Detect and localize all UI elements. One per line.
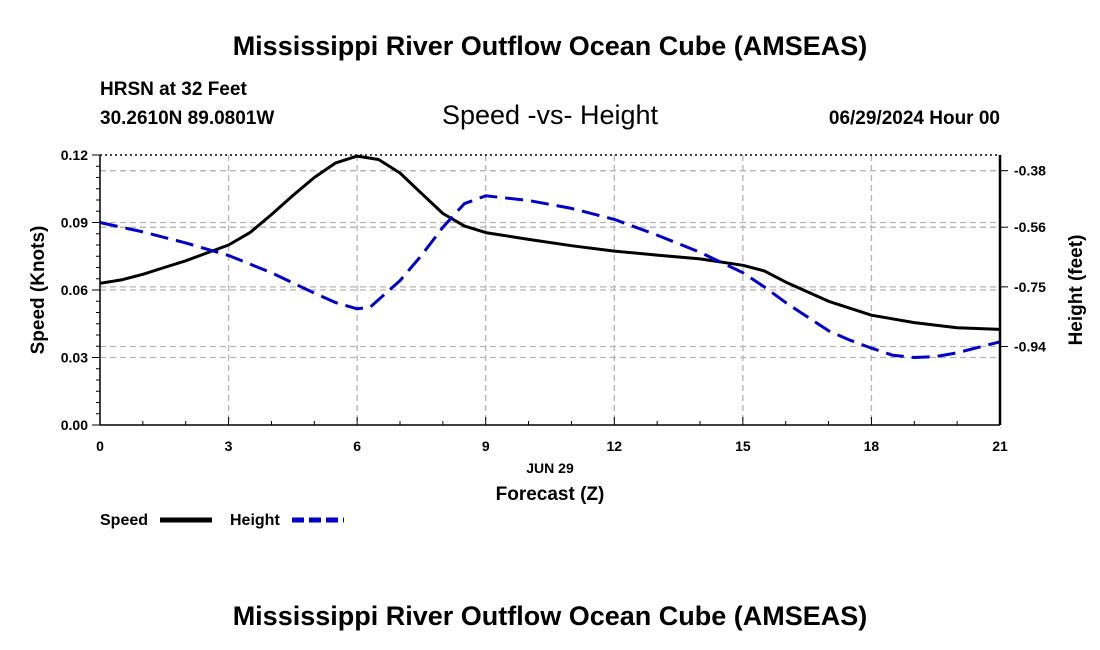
- coordinates-label: 30.2610N 89.0801W: [100, 108, 274, 129]
- x-axis-label: Forecast (Z): [496, 484, 605, 505]
- x-tick-label: 3: [225, 438, 233, 454]
- footer-title: Mississippi River Outflow Ocean Cube (AM…: [233, 601, 868, 631]
- station-label: HRSN at 32 Feet: [100, 79, 247, 100]
- x-tick-label: 6: [353, 438, 361, 454]
- y-axis-right-label: Height (feet): [1066, 235, 1087, 346]
- right-tick-label: -0.75: [1014, 279, 1046, 295]
- height-series-line: [99, 194, 1001, 359]
- right-tick-label: -0.94: [1014, 339, 1046, 355]
- x-tick-label: 18: [864, 438, 880, 454]
- x-axis-date-label: JUN 29: [526, 460, 574, 476]
- x-tick-label: 15: [735, 438, 751, 454]
- legend-speed-label: Speed: [100, 512, 148, 529]
- grid: [100, 155, 1000, 425]
- left-tick-label: 0.06: [61, 282, 88, 298]
- x-tick-label: 12: [606, 438, 622, 454]
- x-tick-label: 0: [96, 438, 104, 454]
- speed-series-line: [99, 154, 1001, 331]
- legend: Speed Height: [100, 512, 344, 529]
- y-axis-left-label: Speed (Knots): [28, 226, 49, 355]
- x-tick-label: 21: [992, 438, 1008, 454]
- series-lines: [99, 154, 1001, 359]
- axes: 0 3 6 9 12 15 18 21 0.00 0.03 0.06 0.09 0.12 -0.38 -0.…: [61, 147, 1046, 454]
- main-title: Mississippi River Outflow Ocean Cube (AM…: [233, 31, 868, 61]
- left-tick-label: 0.00: [61, 417, 88, 433]
- legend-height-label: Height: [230, 512, 280, 529]
- right-tick-label: -0.56: [1014, 219, 1046, 235]
- x-tick-label: 9: [482, 438, 490, 454]
- chart-title: Speed -vs- Height: [442, 100, 659, 130]
- left-tick-label: 0.12: [61, 147, 88, 163]
- forecast-datetime: 06/29/2024 Hour 00: [829, 108, 1000, 129]
- left-tick-label: 0.03: [61, 350, 88, 366]
- left-tick-label: 0.09: [61, 215, 88, 231]
- right-tick-label: -0.38: [1014, 163, 1046, 179]
